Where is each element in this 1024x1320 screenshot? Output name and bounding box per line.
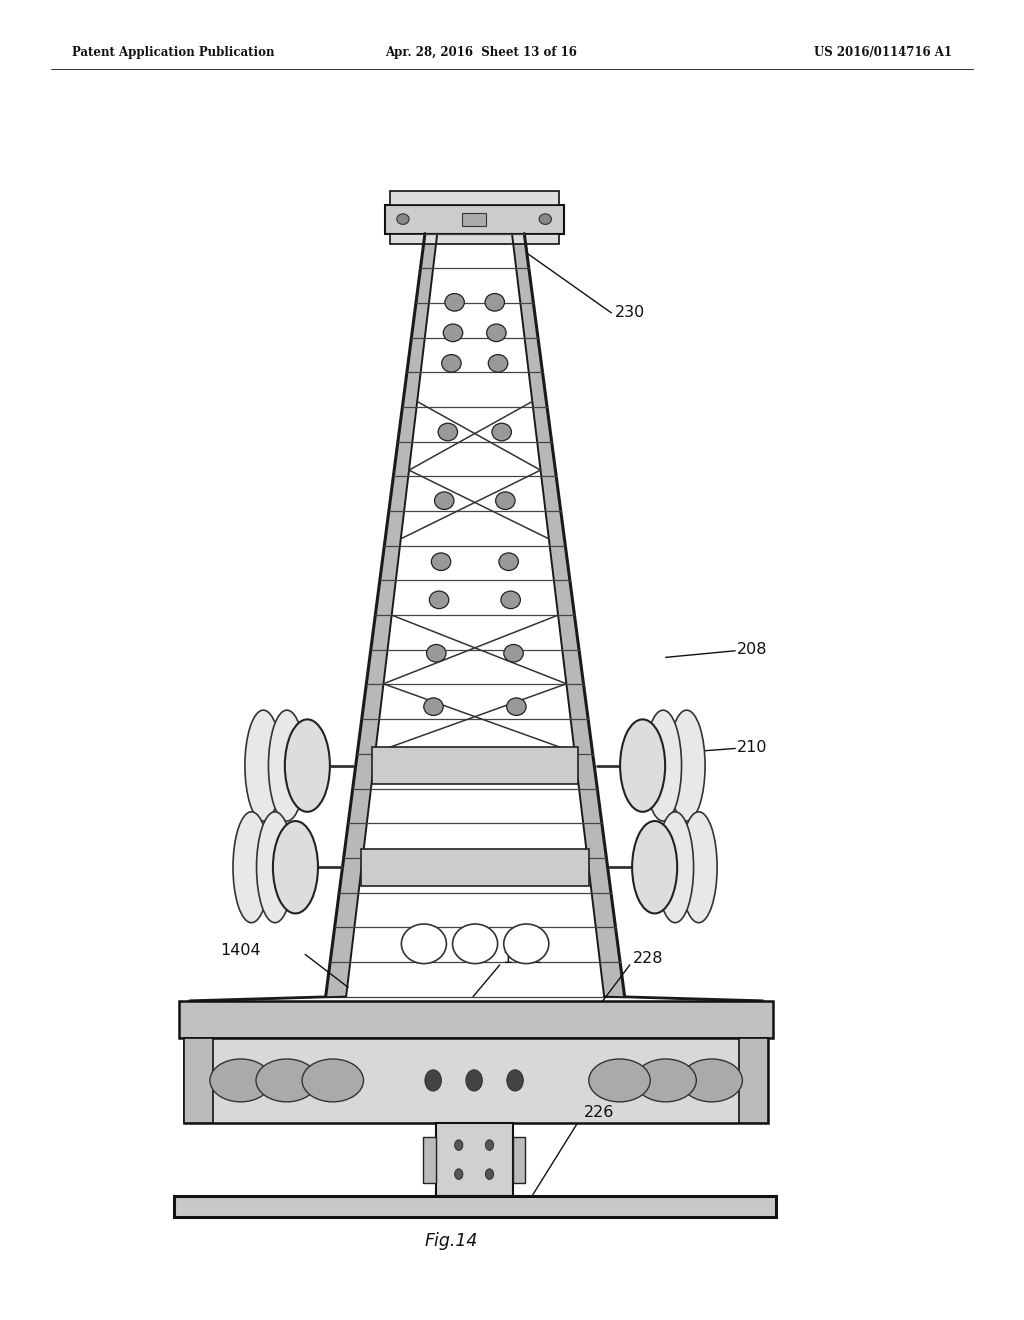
Bar bbox=[184, 1038, 768, 1123]
Ellipse shape bbox=[589, 1059, 650, 1102]
Bar bbox=[179, 1001, 773, 1038]
Ellipse shape bbox=[488, 355, 508, 372]
Ellipse shape bbox=[504, 644, 523, 663]
Ellipse shape bbox=[233, 812, 270, 923]
Ellipse shape bbox=[453, 924, 498, 964]
Ellipse shape bbox=[429, 591, 449, 609]
Text: Fig.14: Fig.14 bbox=[425, 1232, 478, 1250]
Ellipse shape bbox=[621, 719, 666, 812]
Ellipse shape bbox=[285, 719, 330, 812]
Ellipse shape bbox=[425, 1069, 441, 1090]
Ellipse shape bbox=[401, 924, 446, 964]
Ellipse shape bbox=[443, 323, 463, 342]
Polygon shape bbox=[512, 234, 625, 997]
Bar bbox=[390, 234, 559, 244]
Ellipse shape bbox=[438, 424, 458, 441]
Bar bbox=[360, 849, 590, 886]
Ellipse shape bbox=[485, 1170, 494, 1180]
Ellipse shape bbox=[681, 1059, 742, 1102]
Ellipse shape bbox=[680, 812, 717, 923]
Bar bbox=[385, 205, 563, 234]
Ellipse shape bbox=[635, 1059, 696, 1102]
Ellipse shape bbox=[210, 1059, 271, 1102]
Ellipse shape bbox=[486, 323, 506, 342]
Text: Apr. 28, 2016  Sheet 13 of 16: Apr. 28, 2016 Sheet 13 of 16 bbox=[385, 46, 578, 59]
Text: US 2016/0114716 A1: US 2016/0114716 A1 bbox=[814, 46, 952, 59]
Ellipse shape bbox=[444, 293, 464, 312]
Ellipse shape bbox=[431, 553, 451, 570]
Bar bbox=[739, 1038, 768, 1123]
Text: 1402: 1402 bbox=[502, 950, 543, 966]
Ellipse shape bbox=[245, 710, 282, 821]
Ellipse shape bbox=[656, 812, 693, 923]
Ellipse shape bbox=[645, 710, 682, 821]
Ellipse shape bbox=[441, 355, 461, 372]
Ellipse shape bbox=[504, 924, 549, 964]
Ellipse shape bbox=[397, 214, 410, 224]
Ellipse shape bbox=[302, 1059, 364, 1102]
Ellipse shape bbox=[501, 591, 520, 609]
Ellipse shape bbox=[257, 812, 294, 923]
Ellipse shape bbox=[427, 644, 446, 663]
Ellipse shape bbox=[669, 710, 706, 821]
Ellipse shape bbox=[507, 698, 526, 715]
Ellipse shape bbox=[256, 1059, 317, 1102]
Ellipse shape bbox=[492, 424, 511, 441]
Ellipse shape bbox=[632, 821, 677, 913]
Bar bbox=[513, 1137, 525, 1183]
Bar bbox=[436, 1123, 513, 1196]
Text: 230: 230 bbox=[614, 305, 645, 321]
Text: Patent Application Publication: Patent Application Publication bbox=[72, 46, 274, 59]
Bar bbox=[462, 213, 486, 226]
Text: 208: 208 bbox=[737, 642, 768, 657]
Ellipse shape bbox=[507, 1069, 523, 1090]
Text: 226: 226 bbox=[584, 1105, 614, 1121]
Ellipse shape bbox=[424, 698, 443, 715]
Bar bbox=[372, 747, 579, 784]
Ellipse shape bbox=[485, 293, 505, 312]
Text: 1404: 1404 bbox=[220, 942, 261, 958]
Ellipse shape bbox=[268, 710, 305, 821]
Text: 228: 228 bbox=[633, 950, 664, 966]
Bar bbox=[424, 1137, 436, 1183]
Text: 210: 210 bbox=[737, 739, 768, 755]
Ellipse shape bbox=[539, 214, 551, 224]
Bar bbox=[174, 1196, 776, 1217]
Ellipse shape bbox=[455, 1139, 463, 1150]
Bar bbox=[184, 1038, 213, 1123]
Ellipse shape bbox=[485, 1139, 494, 1150]
Ellipse shape bbox=[434, 492, 454, 510]
Ellipse shape bbox=[466, 1069, 482, 1090]
Ellipse shape bbox=[499, 553, 518, 570]
Ellipse shape bbox=[455, 1170, 463, 1180]
Bar bbox=[390, 191, 559, 205]
Ellipse shape bbox=[496, 492, 515, 510]
Polygon shape bbox=[326, 234, 437, 997]
Ellipse shape bbox=[273, 821, 318, 913]
